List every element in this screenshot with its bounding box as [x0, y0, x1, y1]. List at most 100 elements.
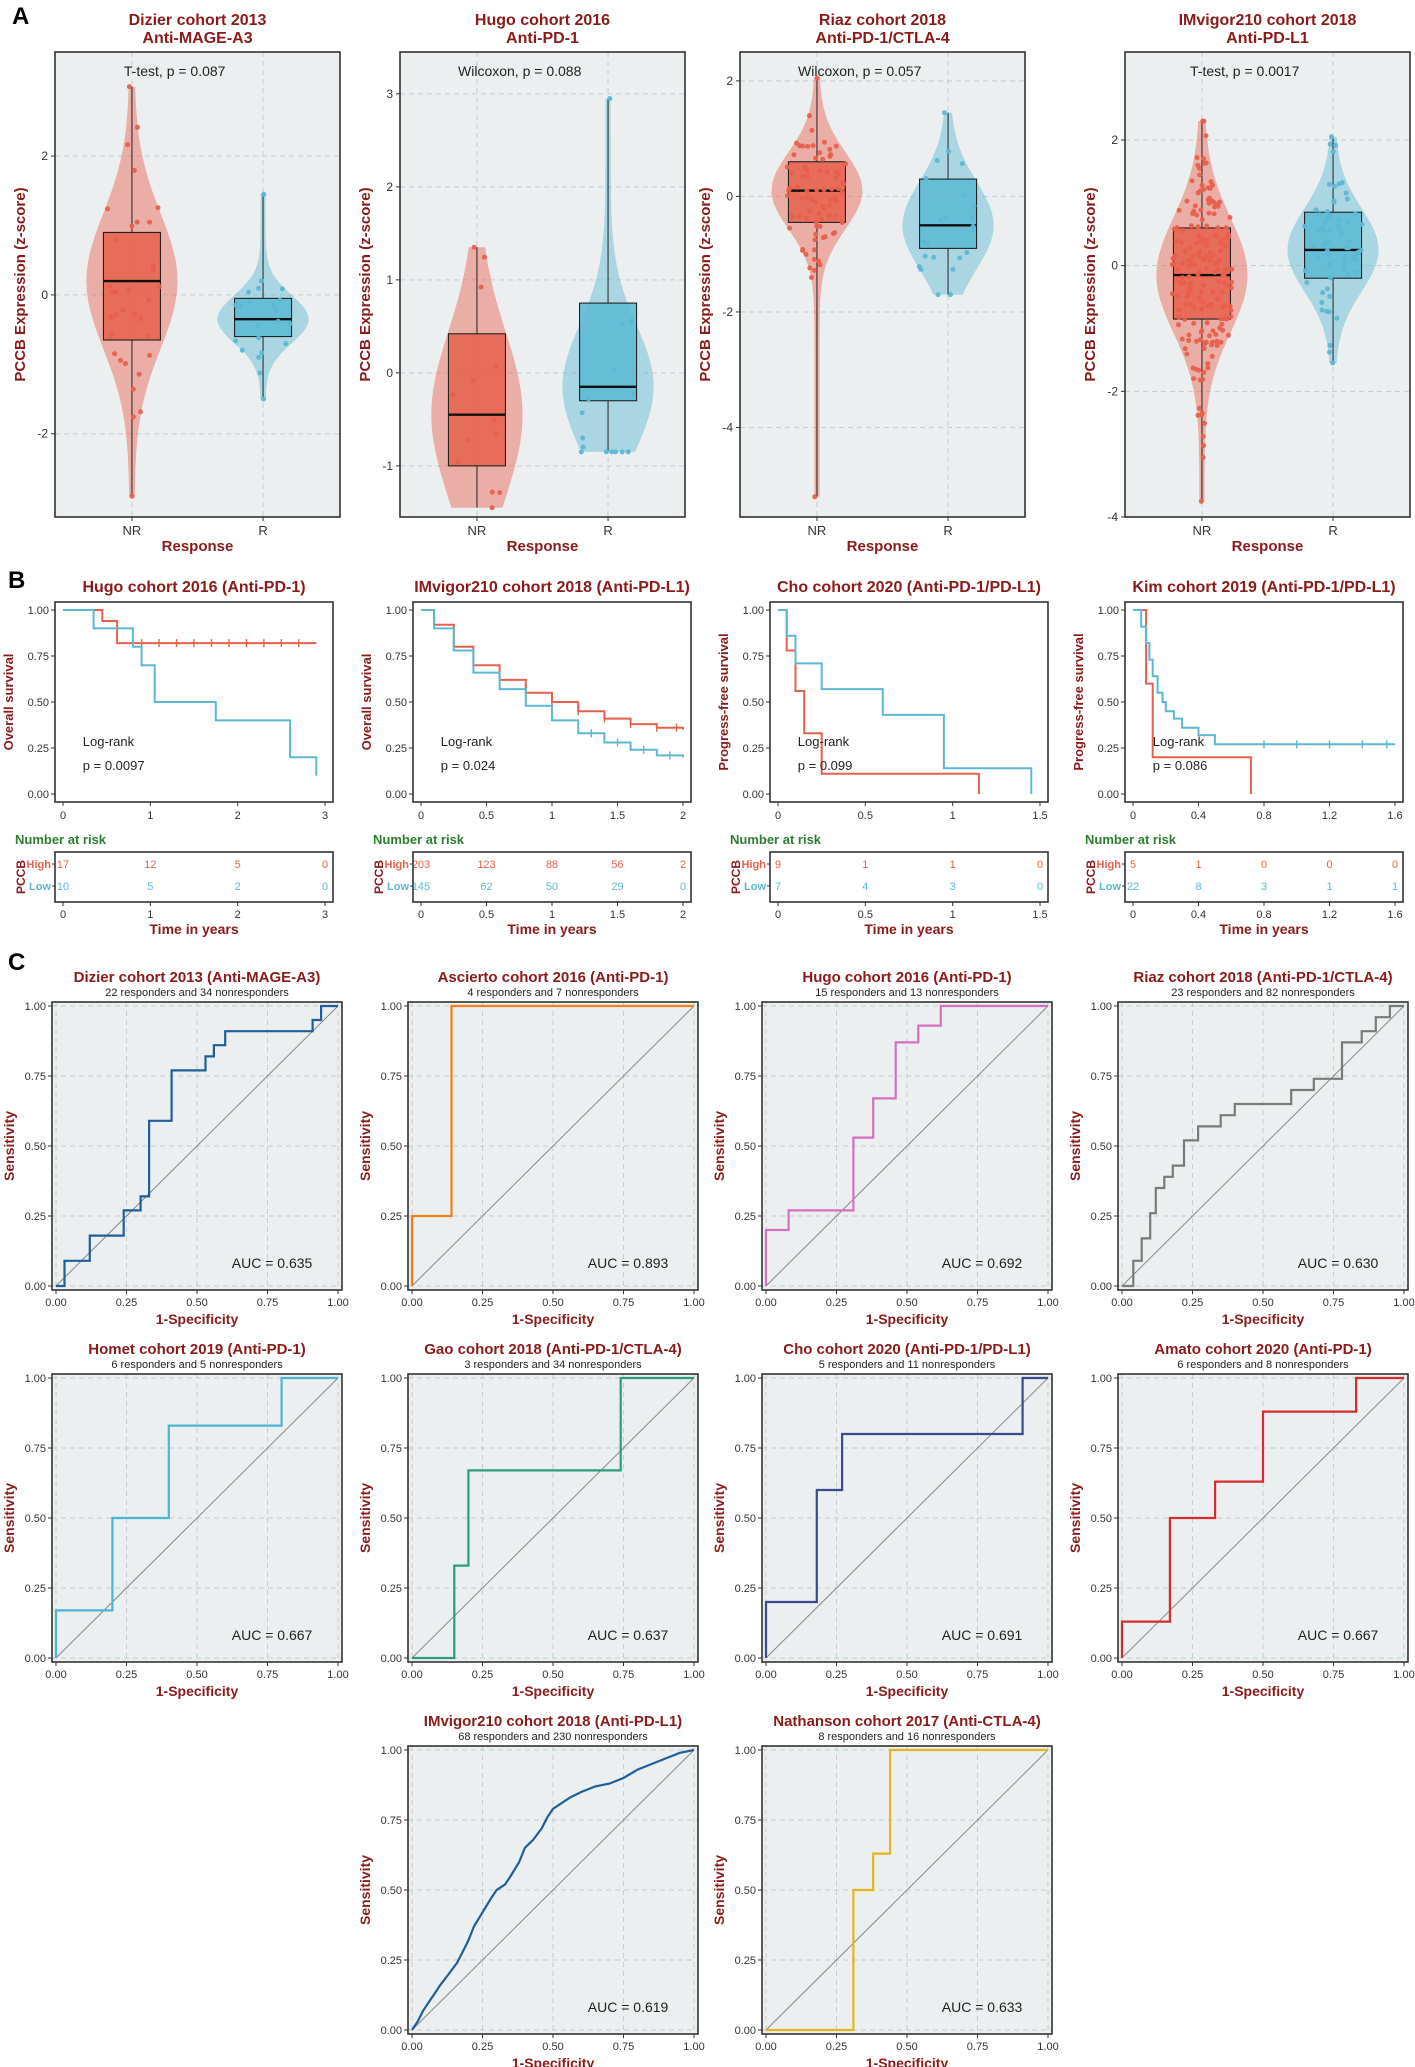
- violin-3-point: [1204, 320, 1210, 326]
- km-4-xtick-label: 2: [235, 810, 241, 822]
- violin-3-point: [1203, 243, 1209, 249]
- km-6-risk-value: 9: [775, 859, 781, 871]
- violin-2-point: [804, 215, 809, 221]
- roc-13-xlabel: 1-Specificity: [512, 1683, 595, 1699]
- violin-3-point: [1179, 336, 1185, 342]
- violin-3-point: [1327, 293, 1333, 299]
- roc-15-auc-label: AUC = 0.667: [1298, 1627, 1379, 1643]
- violin-2-point: [807, 265, 813, 271]
- violin-2-point: [820, 203, 826, 209]
- km-6-ytick-label: 1.00: [743, 605, 764, 617]
- roc-13-xtick-label: 1.00: [683, 1669, 704, 1681]
- violin-1-ytick-label: 1: [386, 273, 393, 287]
- violin-3-ytick-label: 2: [1111, 133, 1118, 147]
- violin-3-point: [1345, 219, 1351, 225]
- roc-14-xtick-label: 0.00: [755, 1669, 776, 1681]
- violin-3-point: [1205, 197, 1211, 203]
- violin-2-point: [800, 173, 806, 179]
- km-7-risk-xtick-label: 1.6: [1387, 909, 1402, 921]
- roc-14-xlabel: 1-Specificity: [866, 1683, 949, 1699]
- violin-1-ytick-label: 0: [386, 366, 393, 380]
- violin-3-point: [1186, 274, 1192, 280]
- violin-3-point: [1313, 207, 1319, 213]
- roc-10-ytick-label: 0.00: [735, 1281, 756, 1293]
- km-5-ytick-label: 0.50: [386, 697, 407, 709]
- violin-3-point: [1190, 365, 1196, 371]
- roc-8-xtick-label: 0.50: [186, 1297, 207, 1309]
- violin-2-panel-bg: [740, 52, 1025, 517]
- roc-13-panel-border: [407, 1373, 699, 1663]
- km-7-risk-value: 1: [1195, 859, 1201, 871]
- roc-chart-13: Gao cohort 2018 (Anti-PD-1/CTLA-4)3 resp…: [357, 1341, 705, 1699]
- km-5-risk-value: 62: [480, 881, 492, 893]
- violin-3-point: [1199, 217, 1205, 223]
- km-5-xtick-label: 2: [680, 810, 686, 822]
- violin-2-point: [804, 194, 810, 200]
- roc-12-xlabel: 1-Specificity: [156, 1683, 239, 1699]
- km-5-risk-xtick-label: 1: [549, 909, 555, 921]
- roc-8-title: Dizier cohort 2013 (Anti-MAGE-A3): [74, 969, 321, 986]
- km-4-risk-value: 10: [57, 881, 69, 893]
- violin-3-point: [1210, 182, 1216, 188]
- violin-3-point: [1227, 303, 1233, 309]
- violin-3-point: [1226, 234, 1232, 240]
- violin-3-point: [1174, 294, 1180, 300]
- violin-3-point: [1171, 226, 1177, 232]
- km-5-ytick-label: 0.00: [386, 789, 407, 801]
- roc-chart-9: Ascierto cohort 2016 (Anti-PD-1)4 respon…: [357, 969, 705, 1327]
- km-7-risk-stratum: PCCB: [1084, 860, 1098, 894]
- roc-13-xtick-label: 0.25: [472, 1669, 493, 1681]
- violin-3-point: [1339, 180, 1345, 186]
- violin-3-point: [1352, 211, 1358, 217]
- violin-2-point: [922, 253, 928, 259]
- violin-3-point: [1229, 266, 1235, 272]
- km-4-curve-high: [63, 609, 317, 645]
- violin-3-point: [1334, 315, 1340, 321]
- violin-3-point: [1194, 338, 1199, 344]
- km-5-risk-xtick-label: 1.5: [610, 909, 625, 921]
- violin-1-ytick-label: 2: [386, 180, 393, 194]
- violin-3-ytick-label: 0: [1111, 259, 1118, 273]
- violin-0-point: [247, 300, 252, 306]
- violin-3-point: [1319, 307, 1325, 313]
- km-5-xlabel: Time in years: [507, 921, 596, 937]
- violin-3-point: [1345, 272, 1351, 277]
- roc-8-roc-curve: [56, 1004, 338, 1288]
- panel-label-a: A: [12, 3, 29, 30]
- violin-0-ytick-label: -2: [37, 427, 48, 441]
- violin-3-point: [1183, 248, 1189, 254]
- violin-3-ylabel: PCCB Expression (z-score): [1082, 187, 1099, 381]
- km-7-ytick-label: 0.00: [1098, 789, 1119, 801]
- violin-2-point: [834, 169, 840, 175]
- violin-3-point: [1199, 412, 1205, 418]
- violin-3-xtick-label: R: [1328, 523, 1337, 538]
- roc-13-ytick-label: 0.25: [381, 1583, 402, 1595]
- violin-1-point: [465, 437, 471, 443]
- roc-17-roc-curve: [766, 1748, 1048, 2032]
- km-7-risk-value: 1: [1326, 881, 1332, 893]
- roc-9-ytick-label: 1.00: [381, 1001, 402, 1013]
- violin-0-subtitle: Anti-MAGE-A3: [142, 30, 252, 47]
- km-7-xtick-label: 0: [1130, 810, 1136, 822]
- roc-17-ytick-label: 0.25: [735, 1955, 756, 1967]
- km-7-risk-row-label-low: Low: [1099, 881, 1121, 893]
- km-4-ytick-label: 0.00: [28, 789, 49, 801]
- roc-17-xtick-label: 0.00: [755, 2041, 776, 2053]
- roc-17-xtick-label: 1.00: [1037, 2041, 1058, 2053]
- violin-0-point: [254, 322, 260, 328]
- roc-9-ytick-label: 0.25: [381, 1211, 402, 1223]
- roc-chart-12: Homet cohort 2019 (Anti-PD-1)6 responder…: [1, 1341, 349, 1699]
- roc-10-diagonal: [765, 1005, 1049, 1287]
- violin-2-ytick-label: -4: [722, 420, 733, 434]
- violin-2-point: [946, 148, 951, 154]
- violin-2-point: [833, 143, 839, 149]
- violin-0-point: [125, 142, 131, 148]
- violin-0-ytick-label: 0: [41, 288, 48, 302]
- violin-3-point: [1359, 222, 1365, 227]
- violin-3-point: [1196, 367, 1202, 373]
- violin-2-point: [820, 156, 826, 162]
- violin-3-point: [1203, 160, 1209, 166]
- violin-3-point: [1302, 223, 1308, 229]
- violin-1-point: [489, 489, 495, 495]
- violin-3-point: [1199, 299, 1205, 305]
